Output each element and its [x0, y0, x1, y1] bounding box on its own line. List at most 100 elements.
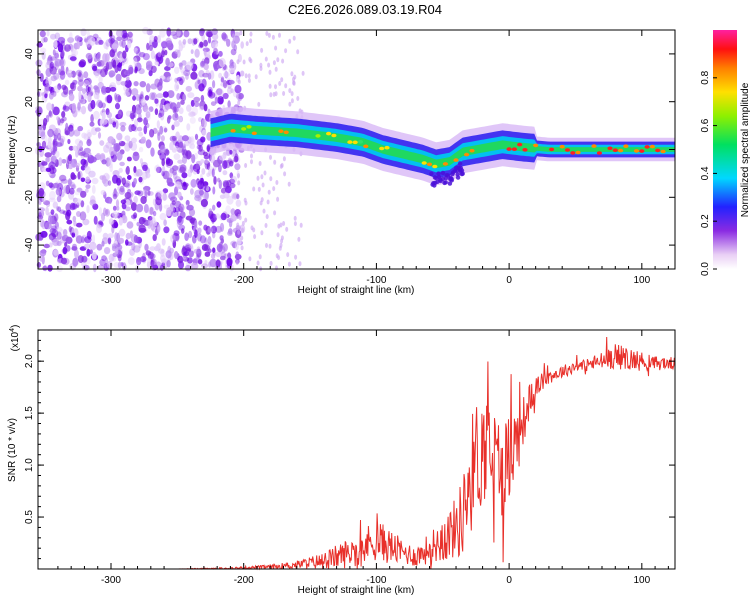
noise-speck: [197, 227, 202, 234]
noise-speck: [278, 81, 282, 86]
noise-speck: [151, 92, 157, 101]
noise-speck: [253, 234, 257, 240]
noise-speck: [229, 172, 234, 179]
colorbar-tick-label: 0.0: [700, 262, 711, 276]
noise-speck: [54, 32, 61, 40]
noise-speck: [261, 182, 265, 188]
noise-speck: [191, 106, 198, 116]
noise-speck: [118, 237, 125, 244]
noise-speck: [87, 95, 91, 101]
noise-speck: [234, 242, 239, 251]
noise-speck: [94, 127, 101, 132]
noise-speck: [241, 227, 244, 233]
noise-speck: [45, 157, 51, 163]
noise-speck: [211, 28, 218, 35]
noise-speck: [207, 36, 212, 44]
noise-speck: [105, 209, 109, 216]
noise-speck: [136, 117, 143, 123]
noise-speck: [166, 177, 173, 185]
noise-speck: [81, 236, 85, 244]
noise-speck: [71, 228, 77, 234]
noise-speck: [198, 145, 203, 152]
noise-speck: [284, 83, 288, 89]
noise-speck: [143, 125, 148, 135]
ridge-tail-speck: [447, 181, 453, 186]
ridge-hotspot: [432, 164, 438, 169]
noise-speck: [61, 159, 67, 164]
noise-speck: [237, 229, 241, 235]
noise-speck: [147, 257, 151, 267]
noise-speck: [282, 156, 286, 162]
noise-speck: [282, 221, 286, 226]
noise-speck: [60, 50, 65, 58]
colorbar-label: Normalized spectral amplitude: [740, 82, 750, 217]
noise-speck: [86, 129, 92, 139]
noise-speck: [190, 49, 194, 54]
noise-speck: [196, 248, 202, 258]
noise-speck: [37, 207, 45, 213]
noise-speck: [75, 235, 83, 244]
noise-speck: [93, 92, 99, 100]
noise-speck: [266, 199, 270, 205]
snr-y-label: SNR (10 * v/v): [7, 418, 18, 482]
noise-speck: [197, 259, 203, 265]
ridge-hotspot: [649, 144, 656, 149]
noise-speck: [93, 110, 100, 120]
noise-speck: [86, 139, 92, 147]
noise-speck: [211, 41, 219, 49]
noise-speck: [236, 225, 240, 231]
noise-speck: [296, 96, 300, 101]
noise-speck: [133, 195, 138, 204]
noise-speck: [262, 208, 266, 214]
noise-speck: [121, 177, 127, 185]
noise-speck: [53, 72, 60, 80]
noise-speck: [79, 246, 87, 251]
noise-speck: [116, 151, 123, 161]
noise-speck: [82, 264, 90, 271]
noise-speck: [156, 166, 162, 173]
noise-speck: [163, 226, 170, 234]
noise-speck: [229, 63, 235, 70]
noise-speck: [111, 43, 119, 50]
noise-speck: [161, 171, 165, 177]
noise-speck: [120, 199, 127, 204]
noise-speck: [271, 34, 275, 40]
noise-speck: [174, 181, 182, 187]
noise-speck: [217, 95, 224, 105]
noise-speck: [102, 232, 109, 240]
x-tick-label: 0: [506, 275, 512, 286]
ridge-hotspot: [464, 152, 470, 157]
noise-speck: [145, 83, 151, 93]
noise-speck: [146, 42, 150, 51]
noise-speck: [77, 149, 81, 156]
noise-speck: [90, 156, 97, 163]
noise-speck: [75, 149, 79, 158]
noise-speck: [194, 48, 200, 58]
noise-speck: [91, 234, 96, 244]
noise-speck: [50, 92, 57, 98]
noise-speck: [158, 108, 165, 118]
noise-speck: [229, 160, 234, 167]
noise-speck: [107, 136, 114, 144]
noise-speck: [89, 84, 93, 92]
noise-speck: [186, 123, 191, 131]
ridge-tail-speck: [443, 180, 448, 185]
colorbar-gradient: [713, 30, 737, 269]
noise-speck: [208, 168, 213, 177]
noise-speck: [67, 178, 72, 187]
noise-speck: [134, 68, 138, 74]
noise-speck: [101, 175, 107, 185]
noise-speck: [74, 249, 79, 259]
noise-speck: [208, 165, 214, 175]
noise-speck: [167, 90, 175, 99]
noise-speck: [159, 144, 166, 154]
noise-speck: [207, 235, 212, 245]
noise-speck: [116, 36, 122, 42]
noise-speck: [241, 220, 245, 226]
y-tick-label: 20: [24, 96, 35, 108]
noise-speck: [135, 107, 142, 115]
noise-speck: [174, 82, 179, 92]
noise-speck: [80, 177, 86, 183]
noise-speck: [68, 93, 75, 102]
ridge-hotspot: [326, 131, 332, 136]
